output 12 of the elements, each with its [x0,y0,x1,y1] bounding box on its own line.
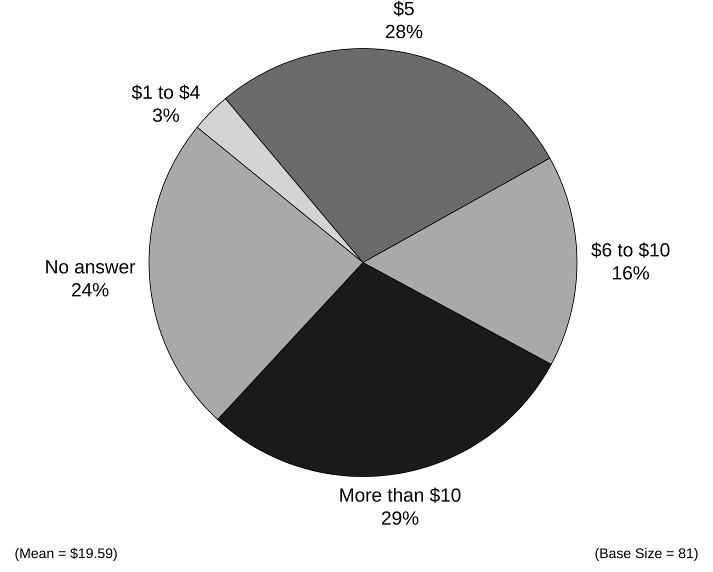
data-label: 3% [152,108,179,122]
slice-label: $6 to $10 [591,242,670,258]
data-label: 16% [613,266,649,280]
text: (Base Size = 81) [595,548,698,562]
slice-label: No answer [46,260,136,274]
slice-label: $1 to $4 [132,84,200,100]
text: (Mean = $19.59) [15,548,117,562]
data-label: 28% [386,25,422,38]
data-label: 29% [382,512,418,526]
data-label: 24% [72,283,108,297]
slice-label: More than $10 [340,488,461,504]
slice-label: $5 [394,1,414,17]
